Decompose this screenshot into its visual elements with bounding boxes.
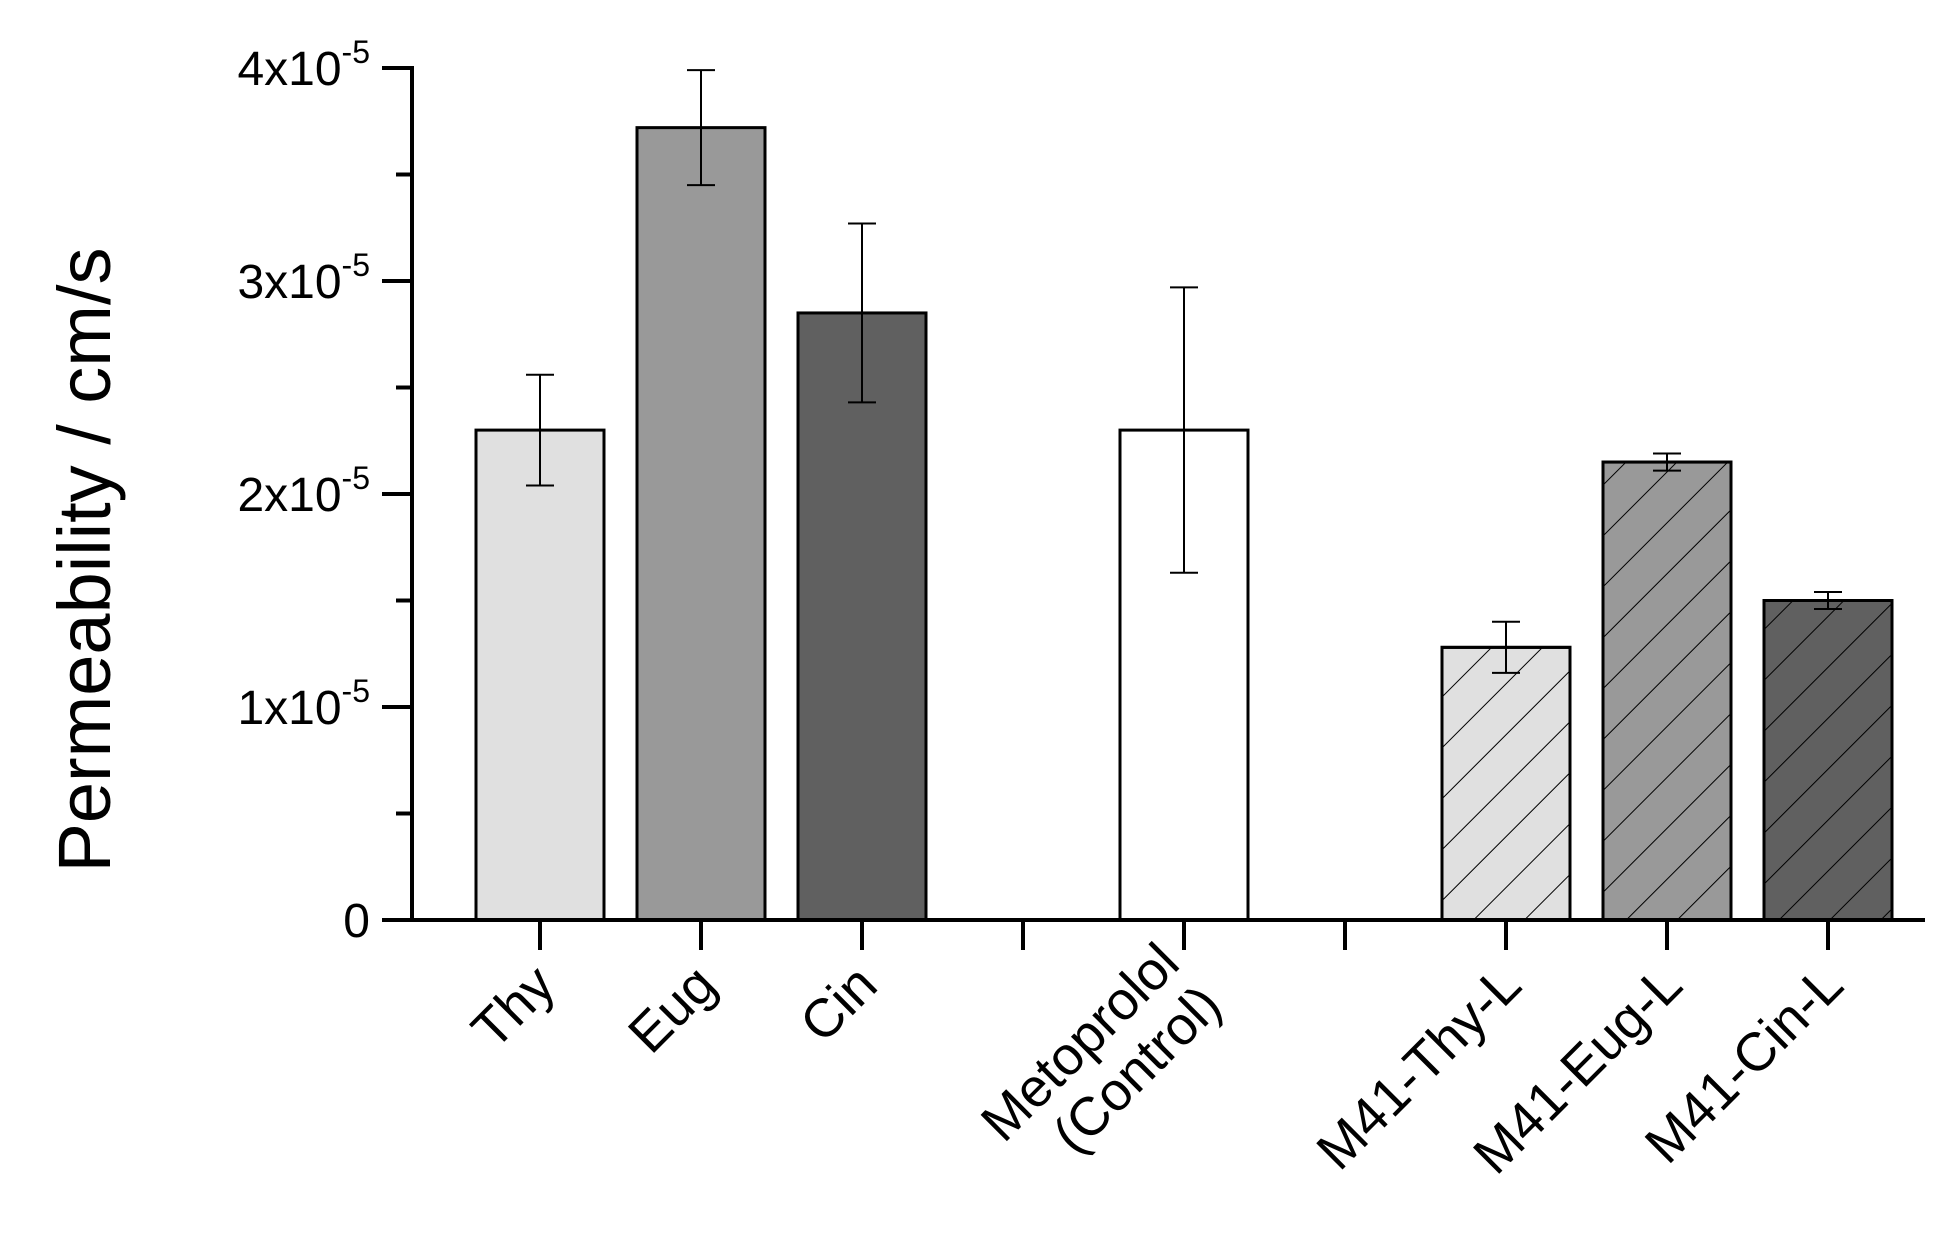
y-tick-label-4: 4x10-5 bbox=[237, 34, 370, 96]
bar-1 bbox=[635, 126, 767, 922]
bar-2 bbox=[796, 311, 928, 922]
y-tick-label-2: 2x10-5 bbox=[237, 460, 370, 522]
bar-hatch-5 bbox=[1601, 460, 1733, 922]
y-tick-label-1: 1x10-5 bbox=[237, 673, 370, 735]
bar-hatch-6 bbox=[1762, 599, 1894, 922]
x-category-label-1: Eug bbox=[617, 954, 727, 1064]
x-category-label-2: Cin bbox=[789, 954, 889, 1054]
bar-hatch-4 bbox=[1440, 645, 1572, 922]
bar-0 bbox=[474, 428, 606, 922]
y-tick-label-3: 3x10-5 bbox=[237, 247, 370, 309]
x-category-label-0: Thy bbox=[460, 954, 566, 1060]
y-tick-label-0: 0 bbox=[343, 895, 370, 948]
y-axis-title: Permeability / cm/s bbox=[43, 247, 126, 872]
